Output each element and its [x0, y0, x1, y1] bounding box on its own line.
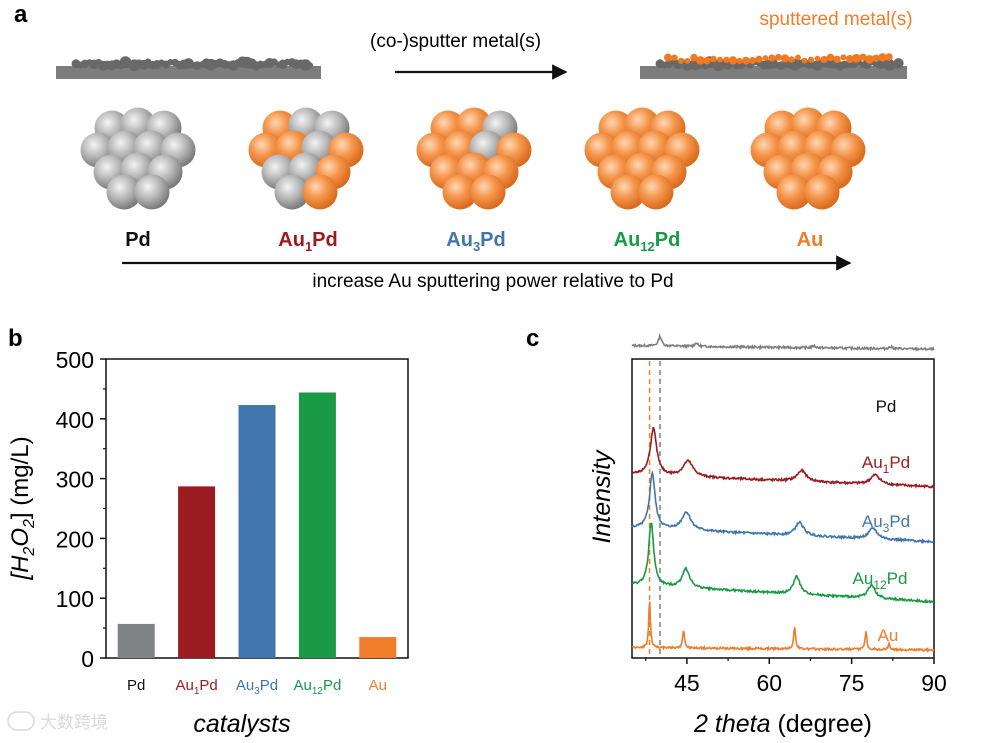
- y-axis-title-b: [H2O2] (mg/L): [7, 436, 38, 580]
- panel-c-label: c: [526, 325, 539, 352]
- xrd-trace-1: [631, 427, 935, 489]
- xrd-trace-3: [631, 522, 935, 604]
- trace-label-3: Au12Pd: [853, 569, 908, 592]
- catalyst-label-1: Au1Pd: [278, 229, 337, 254]
- catalyst-label-3: Au12Pd: [614, 229, 681, 254]
- svg-text:大数跨境: 大数跨境: [40, 713, 108, 732]
- trace-label-0: Pd: [876, 397, 897, 416]
- substrate-after: [640, 53, 907, 79]
- watermark: 大数跨境: [7, 711, 108, 732]
- bar-Au3Pd: [238, 405, 276, 658]
- panel-b: b 0 100 200 300 400 500 Pd Au1Pd Au3Pd Au12Pd Au ca…: [7, 325, 409, 738]
- plot-frame-c: [631, 358, 935, 659]
- cluster-4: [750, 107, 866, 210]
- y-axis-title-c: Intensity: [588, 449, 616, 544]
- x-axis-title-b: catalysts: [193, 710, 290, 738]
- catalyst-label-4: Au: [797, 229, 824, 251]
- x-tick-label: 75: [839, 670, 865, 696]
- y-tick-label: 400: [56, 407, 94, 433]
- cluster-0: [80, 107, 196, 210]
- sputter-arrow-label: (co-)sputter metal(s): [370, 31, 541, 52]
- y-tick-label: 200: [56, 526, 94, 552]
- y-tick-label: 300: [56, 467, 94, 493]
- trace-label-2: Au3Pd: [862, 512, 910, 535]
- x-axis-title-c: 2 theta (degree): [693, 710, 872, 738]
- panel-a-label: a: [14, 1, 28, 28]
- panel-a: a (co-)sputter metal(s) sputtered metal(…: [14, 1, 913, 292]
- increase-arrow-label: increase Au sputtering power relative to…: [312, 271, 673, 292]
- bar-Au1Pd: [178, 486, 216, 658]
- x-category-label: Au: [369, 677, 387, 694]
- x-tick-label: 90: [921, 670, 947, 696]
- bar-Au: [359, 637, 397, 658]
- x-tick-label: 60: [756, 670, 782, 696]
- cluster-1: [248, 107, 364, 210]
- cluster-2: [416, 107, 532, 210]
- panel-c: c 45 60 75 90 Pd Au1Pd Au3Pd Au12Pd Au 2 theta (d…: [526, 325, 947, 738]
- xrd-trace-0: [631, 332, 935, 352]
- x-tick-label: 45: [674, 670, 700, 696]
- catalyst-label-2: Au3Pd: [446, 229, 505, 254]
- trace-label-1: Au1Pd: [862, 453, 910, 476]
- bar-Au12Pd: [298, 392, 336, 658]
- y-tick-label: 500: [56, 347, 94, 373]
- panel-b-label: b: [8, 325, 23, 352]
- nanoparticle-clusters: [80, 107, 866, 210]
- x-category-label: Au3Pd: [236, 677, 278, 697]
- catalyst-label-0: Pd: [125, 229, 151, 251]
- sputtered-metal-label: sputtered metal(s): [759, 9, 912, 30]
- y-tick-label: 100: [56, 586, 94, 612]
- bar-Pd: [117, 623, 155, 658]
- x-category-label: Au1Pd: [175, 677, 217, 697]
- catalyst-labels: Pd Au1Pd Au3Pd Au12Pd Au: [125, 229, 823, 254]
- x-category-label: Pd: [127, 677, 145, 694]
- cluster-3: [584, 107, 700, 210]
- xrd-trace-4: [631, 601, 935, 653]
- trace-label-4: Au: [878, 626, 899, 645]
- y-tick-label: 0: [81, 646, 94, 672]
- x-category-label: Au12Pd: [293, 677, 341, 697]
- substrate-before: [56, 56, 321, 79]
- xrd-trace-2: [631, 469, 935, 545]
